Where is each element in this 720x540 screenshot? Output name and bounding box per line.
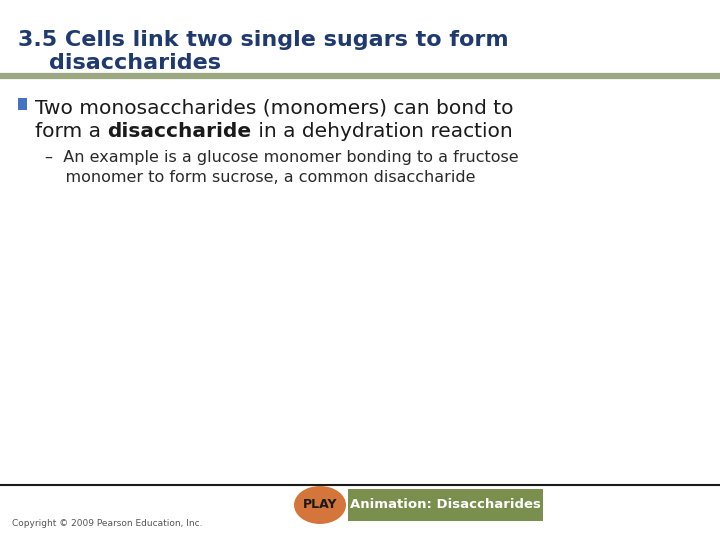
- Text: Two monosaccharides (monomers) can bond to: Two monosaccharides (monomers) can bond …: [35, 98, 513, 117]
- Text: Copyright © 2009 Pearson Education, Inc.: Copyright © 2009 Pearson Education, Inc.: [12, 519, 202, 528]
- Text: disaccharides: disaccharides: [18, 53, 221, 73]
- Text: PLAY: PLAY: [302, 498, 337, 511]
- Text: Animation: Disaccharides: Animation: Disaccharides: [350, 498, 541, 511]
- FancyBboxPatch shape: [348, 489, 543, 521]
- Text: form a: form a: [35, 122, 107, 141]
- Text: disaccharide: disaccharide: [107, 122, 251, 141]
- Text: in a dehydration reaction: in a dehydration reaction: [251, 122, 512, 141]
- Text: –  An example is a glucose monomer bonding to a fructose: – An example is a glucose monomer bondin…: [45, 150, 518, 165]
- Text: monomer to form sucrose, a common disaccharide: monomer to form sucrose, a common disacc…: [45, 170, 475, 185]
- Text: 3.5 Cells link two single sugars to form: 3.5 Cells link two single sugars to form: [18, 30, 508, 50]
- FancyBboxPatch shape: [18, 98, 27, 110]
- Ellipse shape: [294, 486, 346, 524]
